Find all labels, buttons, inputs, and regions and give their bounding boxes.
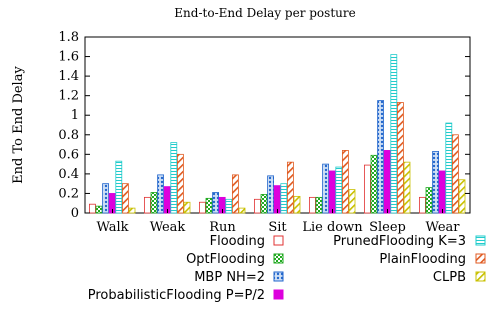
x-category-label: Run: [209, 220, 236, 235]
legend-swatch: [273, 253, 284, 264]
x-categories: Walk Weak Run Sit Lie down Sleep Wear: [96, 209, 460, 235]
x-category-label: Lie down: [302, 220, 363, 235]
bar: [438, 170, 446, 214]
bar: [89, 203, 96, 214]
legend-swatch: [475, 235, 486, 246]
bar: [425, 187, 433, 214]
bar: [293, 195, 301, 214]
legend-swatch: [273, 289, 284, 300]
x-category-label: Sit: [268, 220, 287, 235]
bar: [253, 198, 261, 214]
bar: [418, 196, 426, 214]
bar: [225, 198, 233, 214]
bar: [390, 54, 398, 214]
y-tick-label: 1.8: [58, 30, 79, 45]
legend: Flooding OptFlooding MBP NH=2 Probabilistic…: [88, 234, 486, 303]
y-tick-label: 0: [71, 206, 79, 221]
y-ticks: 0 0.2 0.4 0.6 0.8 1 1.2 1.4 1.6 1.8: [58, 30, 470, 221]
bar: [267, 175, 275, 214]
legend-label: Flooding: [210, 234, 265, 249]
bar: [280, 183, 288, 214]
bar: [260, 194, 268, 214]
bar: [432, 150, 440, 214]
bar: [157, 174, 165, 214]
bar: [176, 153, 184, 214]
y-tick-label: 0.8: [58, 128, 79, 143]
legend-label: PlainFlooding: [379, 252, 466, 267]
bar: [328, 170, 336, 214]
legend-label: PrunedFlooding K=3: [333, 234, 466, 249]
bar: [150, 192, 158, 214]
bar: [315, 196, 323, 214]
legend-label: ProbabilisticFlooding P=P/2: [88, 288, 265, 303]
legend-swatch: [475, 271, 486, 282]
bar: [238, 207, 246, 214]
y-axis-label: End To End Delay: [11, 66, 26, 184]
bar: [170, 142, 178, 214]
y-tick-label: 1.6: [58, 50, 79, 65]
legend-swatch: [475, 253, 486, 264]
bar: [335, 166, 343, 214]
y-tick-label: 1.2: [58, 89, 79, 104]
y-tick-label: 0.6: [58, 147, 79, 162]
bar: [322, 163, 330, 214]
legend-swatch: [273, 235, 284, 246]
legend-swatch: [273, 271, 284, 282]
bar: [128, 207, 136, 214]
bar: [205, 197, 213, 214]
bar: [183, 201, 191, 214]
bar: [458, 179, 466, 214]
bar: [122, 183, 129, 214]
x-category-label: Wear: [426, 220, 461, 235]
y-tick-label: 0.2: [58, 186, 79, 201]
x-category-label: Weak: [150, 220, 186, 235]
bar: [348, 189, 356, 214]
legend-label: MBP NH=2: [194, 270, 265, 285]
legend-label: CLPB: [433, 270, 466, 285]
bar: [95, 205, 103, 214]
bar: [451, 134, 459, 214]
bar: [396, 102, 404, 214]
chart-title: End-to-End Delay per posture: [174, 6, 355, 20]
bar: [273, 185, 281, 214]
bar: [102, 183, 109, 214]
bar: [445, 122, 453, 214]
legend-label: OptFlooding: [186, 252, 265, 267]
bar: [231, 174, 239, 214]
bar: [403, 161, 411, 214]
bar: [308, 196, 316, 214]
bars: [89, 54, 466, 214]
bar: [198, 201, 206, 214]
bar: [370, 154, 378, 214]
bar: [286, 161, 294, 214]
bar: [212, 192, 220, 214]
y-tick-label: 0.4: [58, 167, 79, 182]
bar: [341, 150, 349, 214]
y-tick-label: 1.4: [58, 69, 79, 84]
bar: [143, 196, 151, 214]
bar: [383, 150, 391, 214]
bar: [115, 160, 123, 214]
bar: [377, 100, 385, 214]
y-tick-label: 1: [71, 108, 79, 123]
bar: [363, 164, 371, 214]
x-category-label: Walk: [96, 220, 128, 235]
x-category-label: Sleep: [369, 220, 406, 235]
